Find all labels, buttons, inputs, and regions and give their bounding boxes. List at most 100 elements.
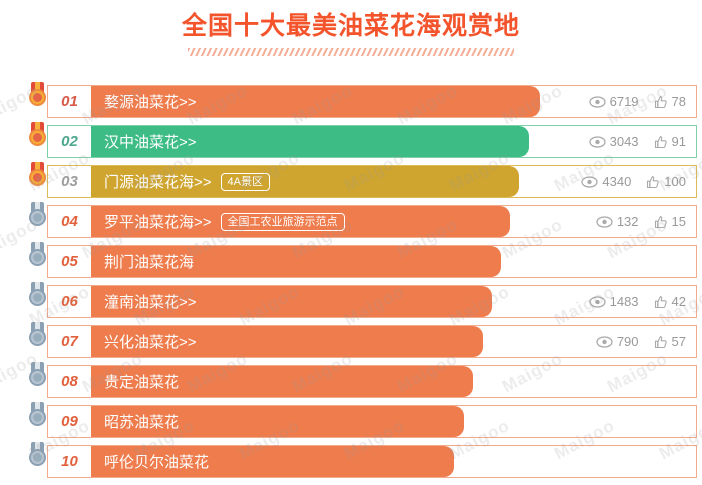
like-button[interactable]: 42 bbox=[654, 294, 686, 309]
ranking-bar[interactable]: 潼南油菜花>> bbox=[91, 286, 492, 317]
views-count: 790 bbox=[616, 334, 639, 349]
medal-ribbon bbox=[30, 122, 44, 133]
views-count: 3043 bbox=[609, 134, 639, 149]
item-name-link[interactable]: 潼南油菜花>> bbox=[104, 294, 197, 311]
medal-coin-face bbox=[32, 173, 42, 182]
medal-ribbon bbox=[30, 162, 44, 173]
views-count: 6719 bbox=[609, 94, 639, 109]
medal-coin-face bbox=[32, 293, 42, 302]
item-name-link[interactable]: 昭苏油菜花 bbox=[104, 414, 180, 431]
rank-number: 08 bbox=[61, 373, 78, 390]
likes-count: 91 bbox=[671, 134, 686, 149]
page-header: 全国十大最美油菜花海观赏地 bbox=[0, 10, 702, 56]
rank-box: 10 bbox=[48, 446, 91, 477]
ranking-bar[interactable]: 汉中油菜花>> bbox=[91, 126, 529, 157]
eye-icon bbox=[596, 335, 613, 348]
eye-icon bbox=[596, 215, 613, 228]
rank-box: 05 bbox=[48, 246, 91, 277]
thumb-up-icon bbox=[647, 175, 659, 188]
medal-icon bbox=[27, 242, 47, 269]
like-button[interactable]: 91 bbox=[654, 134, 686, 149]
rank-box: 02 bbox=[48, 126, 91, 157]
ranking-bar[interactable]: 昭苏油菜花 bbox=[91, 406, 464, 437]
rank-number: 06 bbox=[61, 293, 78, 310]
item-name-link[interactable]: 汉中油菜花>> bbox=[104, 134, 197, 151]
medal-coin-face bbox=[32, 253, 42, 262]
medal-icon bbox=[27, 122, 47, 149]
medal-coin-face bbox=[32, 213, 42, 222]
thumb-up-icon bbox=[654, 215, 667, 228]
views-stat: 790 bbox=[596, 334, 639, 349]
thumb-up-icon bbox=[654, 95, 667, 108]
medal-icon bbox=[27, 202, 47, 229]
rank-box: 04 bbox=[48, 206, 91, 237]
rank-box: 09 bbox=[48, 406, 91, 437]
like-button[interactable]: 100 bbox=[646, 174, 686, 189]
medal-ribbon bbox=[30, 402, 44, 413]
ranking-row: 07 兴化油菜花>> 790 bbox=[28, 322, 697, 358]
views-count: 4340 bbox=[602, 174, 632, 189]
rank-number: 10 bbox=[61, 453, 78, 470]
like-button[interactable]: 78 bbox=[654, 94, 686, 109]
ranking-list: 01 婺源油菜花>> 6719 bbox=[28, 82, 697, 485]
item-name-link[interactable]: 罗平油菜花海>> bbox=[104, 214, 212, 231]
eye-icon bbox=[581, 175, 599, 188]
rank-box: 07 bbox=[48, 326, 91, 357]
medal-icon bbox=[27, 362, 47, 389]
medal-coin-face bbox=[32, 93, 42, 102]
medal-icon bbox=[27, 322, 47, 349]
ranking-bar[interactable]: 罗平油菜花海>> 全国工农业旅游示范点 bbox=[91, 206, 510, 237]
medal-coin-face bbox=[32, 333, 42, 342]
views-stat: 4340 bbox=[581, 174, 631, 189]
rank-number: 09 bbox=[61, 413, 78, 430]
ranking-bar[interactable]: 婺源油菜花>> bbox=[91, 86, 540, 117]
row-stats: 790 57 bbox=[596, 326, 686, 357]
rank-number: 01 bbox=[61, 93, 78, 110]
item-tag-badge: 4A景区 bbox=[220, 172, 270, 191]
ranking-bar[interactable]: 呼伦贝尔油菜花 bbox=[91, 446, 454, 477]
medal-ribbon bbox=[30, 242, 44, 253]
medal-icon bbox=[27, 402, 47, 429]
medal-coin bbox=[28, 289, 46, 306]
medal-coin bbox=[28, 409, 46, 426]
likes-count: 78 bbox=[671, 94, 686, 109]
item-name-link[interactable]: 门源油菜花海>> bbox=[104, 174, 212, 191]
ranking-bar[interactable]: 贵定油菜花 bbox=[91, 366, 473, 397]
ranking-row: 04 罗平油菜花海>> 全国工农业旅游示范点 132 bbox=[28, 202, 697, 238]
rank-number: 07 bbox=[61, 333, 78, 350]
rank-box: 08 bbox=[48, 366, 91, 397]
item-name-link[interactable]: 婺源油菜花>> bbox=[104, 94, 197, 111]
row-stats: 4340 100 bbox=[581, 166, 686, 197]
medal-coin bbox=[28, 369, 46, 386]
thumb-up-icon bbox=[654, 295, 667, 308]
medal-icon bbox=[27, 162, 47, 189]
medal-coin-face bbox=[32, 413, 42, 422]
views-stat: 132 bbox=[596, 214, 639, 229]
medal-ribbon bbox=[30, 362, 44, 373]
medal-coin bbox=[28, 169, 46, 186]
eye-icon bbox=[588, 95, 606, 108]
item-name-link[interactable]: 荆门油菜花海 bbox=[104, 254, 195, 271]
item-name-link[interactable]: 呼伦贝尔油菜花 bbox=[104, 454, 210, 471]
ranking-row: 05 荆门油菜花海 bbox=[28, 242, 697, 278]
likes-count: 42 bbox=[671, 294, 686, 309]
medal-icon bbox=[27, 282, 47, 309]
rank-number: 04 bbox=[61, 213, 78, 230]
views-count: 132 bbox=[616, 214, 639, 229]
medal-icon bbox=[27, 82, 47, 109]
medal-coin bbox=[28, 329, 46, 346]
like-button[interactable]: 57 bbox=[654, 334, 686, 349]
ranking-bar[interactable]: 门源油菜花海>> 4A景区 bbox=[91, 166, 519, 197]
item-name-link[interactable]: 兴化油菜花>> bbox=[104, 334, 197, 351]
item-tag-badge: 全国工农业旅游示范点 bbox=[220, 212, 345, 231]
ranking-bar[interactable]: 荆门油菜花海 bbox=[91, 246, 501, 277]
item-name-link[interactable]: 贵定油菜花 bbox=[104, 374, 180, 391]
medal-coin bbox=[28, 129, 46, 146]
ranking-row: 03 门源油菜花海>> 4A景区 4340 bbox=[28, 162, 697, 198]
row-stats: 1483 42 bbox=[588, 286, 686, 317]
medal-coin bbox=[28, 89, 46, 106]
likes-count: 15 bbox=[671, 214, 686, 229]
like-button[interactable]: 15 bbox=[654, 214, 686, 229]
ranking-bar[interactable]: 兴化油菜花>> bbox=[91, 326, 483, 357]
ranking-row: 01 婺源油菜花>> 6719 bbox=[28, 82, 697, 118]
